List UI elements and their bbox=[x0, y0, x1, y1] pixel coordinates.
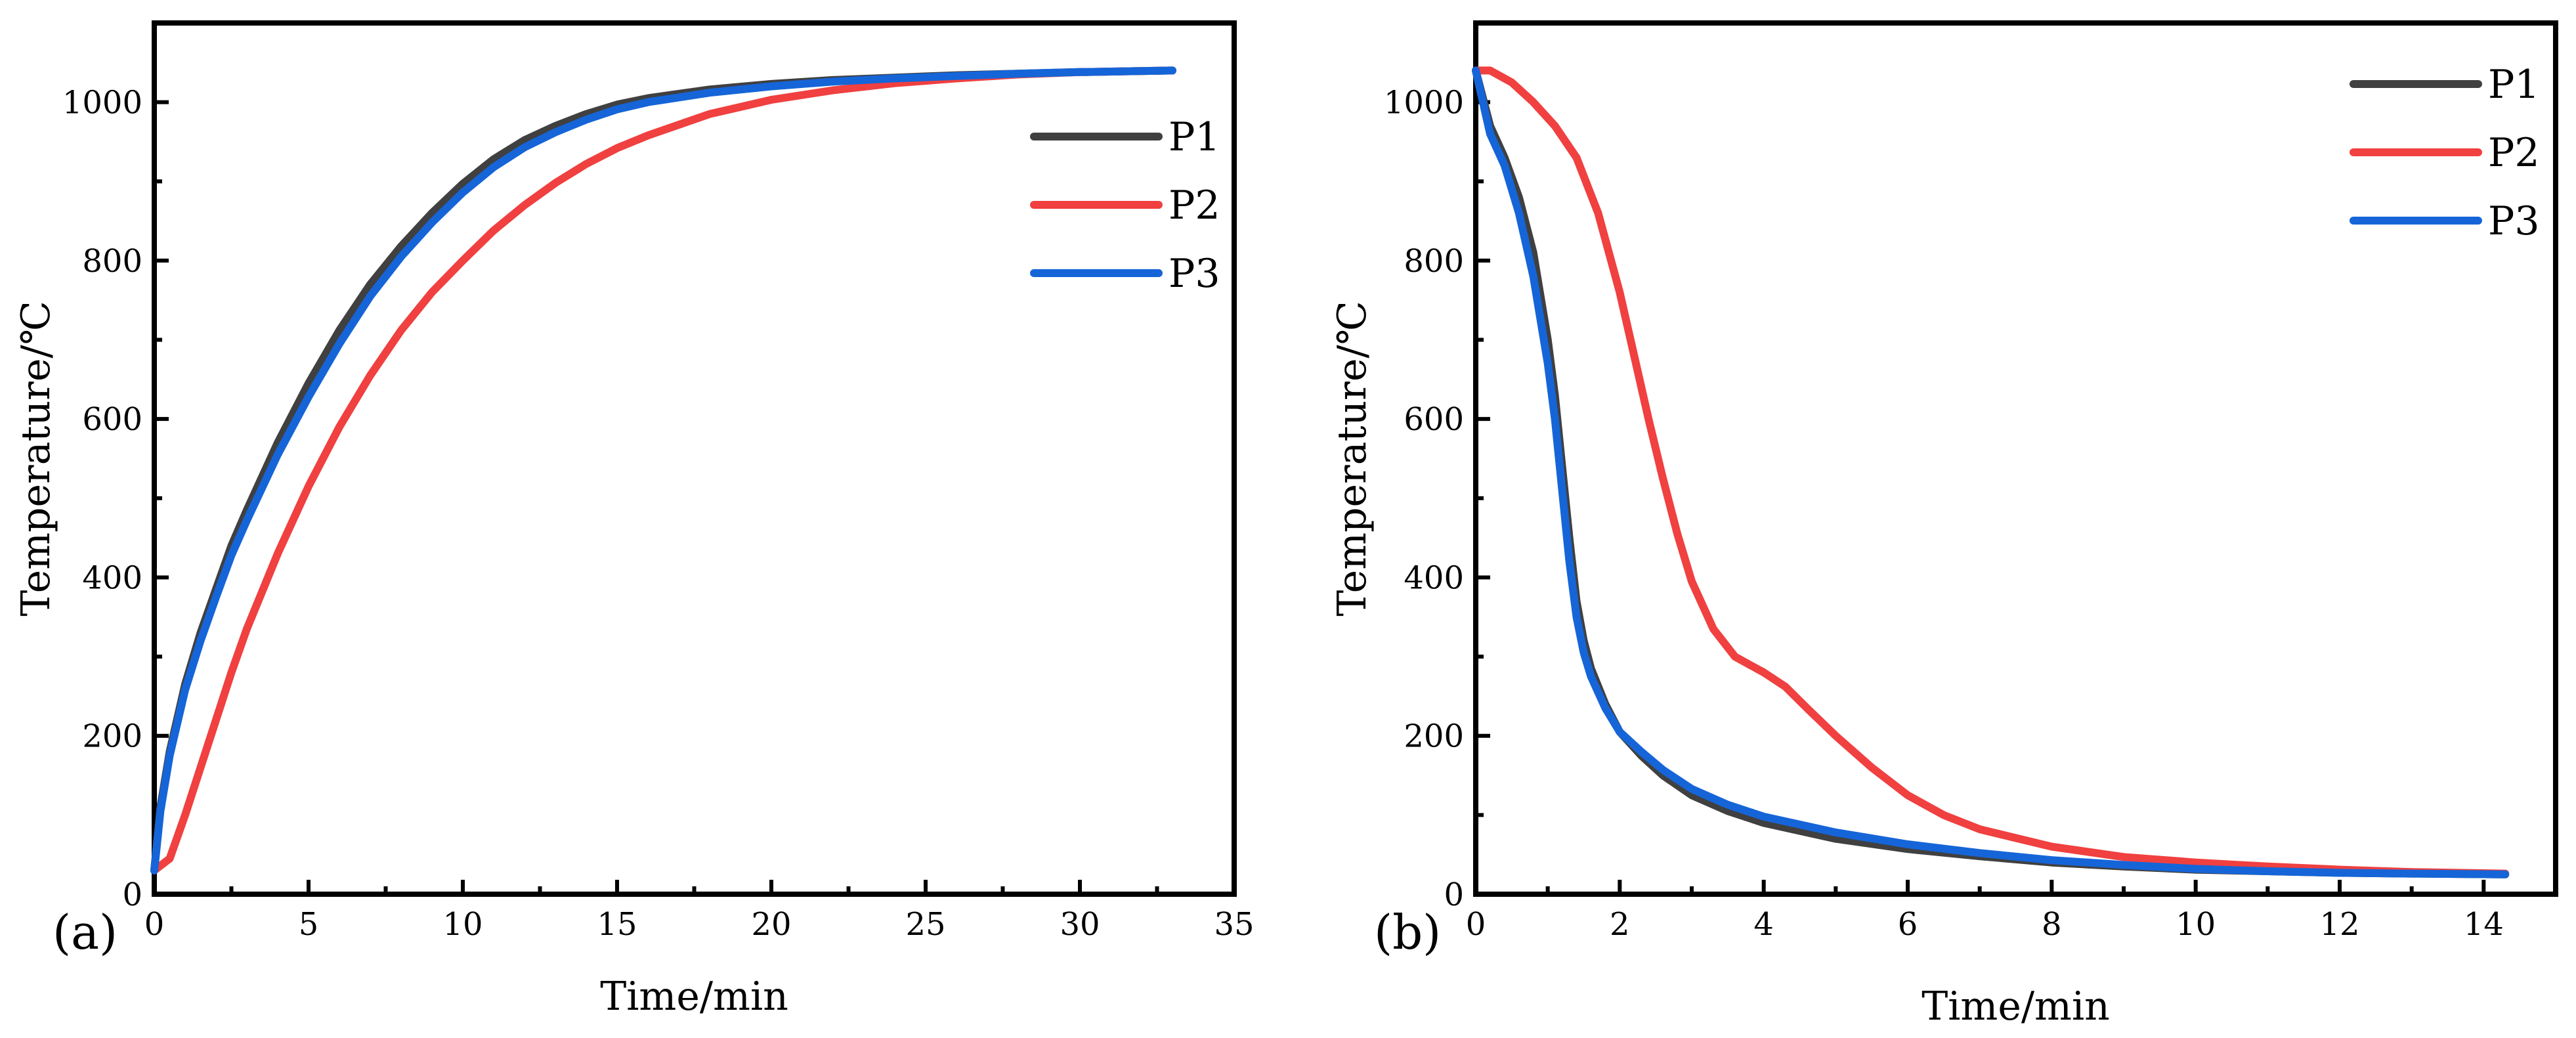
panel-a-x-tick-label: 10 bbox=[442, 906, 483, 943]
panel-a-x-tick-label: 20 bbox=[751, 906, 791, 943]
panel-b-x-tick-label: 12 bbox=[2319, 906, 2359, 943]
panel-b-y-tick-label: 800 bbox=[1404, 243, 1464, 280]
panel-b-series-p3 bbox=[1472, 66, 2510, 878]
panel-a-x-tick-label: 15 bbox=[597, 906, 637, 943]
panel-b-y-axis-title: Temperature/℃ bbox=[1329, 301, 1375, 616]
panel-a-legend-label-p2: P2 bbox=[1169, 183, 1220, 228]
panel-a-y-tick-label: 600 bbox=[82, 401, 142, 438]
panel-b-y-tick-label: 1000 bbox=[1384, 85, 1464, 121]
panel-b-legend-label-p3: P3 bbox=[2488, 198, 2540, 244]
panel-a-plot-frame bbox=[152, 20, 1237, 897]
panel-b-legend-label-p1: P1 bbox=[2488, 62, 2540, 108]
panel-b-x-tick-label: 10 bbox=[2176, 906, 2216, 943]
panel-b-y-tick-label: 200 bbox=[1404, 718, 1464, 755]
panel-a-y-tick-label: 1000 bbox=[62, 85, 142, 121]
panel-a-x-axis-title: Time/min bbox=[600, 974, 788, 1020]
panel-b-x-tick-label: 6 bbox=[1898, 906, 1918, 943]
panel-a-series-p1 bbox=[150, 66, 1176, 875]
panel-b-series-p1 bbox=[1472, 66, 2510, 878]
panel-b-x-tick-label: 4 bbox=[1753, 906, 1774, 943]
panel-b-x-tick-label: 2 bbox=[1610, 906, 1630, 943]
panel-a-label: (a) bbox=[53, 905, 118, 960]
panel-a-y-tick-label: 200 bbox=[82, 718, 142, 755]
panel-b-y-tick-label: 400 bbox=[1404, 559, 1464, 596]
panel-a-x-tick-label: 25 bbox=[905, 906, 945, 943]
panel-b-y-tick-label: 600 bbox=[1404, 401, 1464, 438]
panel-a-y-tick-label: 0 bbox=[122, 876, 142, 913]
panel-b-x-axis-title: Time/min bbox=[1921, 984, 2110, 1029]
panel-a-series-p2 bbox=[150, 66, 1176, 875]
panel-a-y-tick-label: 400 bbox=[82, 559, 142, 596]
panel-a-legend-label-p1: P1 bbox=[1169, 114, 1220, 160]
panel-a-y-axis-title: Temperature/℃ bbox=[13, 301, 59, 616]
panel-b-label: (b) bbox=[1374, 905, 1441, 960]
panel-b-series-p2 bbox=[1472, 66, 2510, 878]
panel-b-x-tick-label: 8 bbox=[2042, 906, 2062, 943]
panel-b-x-tick-label: 14 bbox=[2464, 906, 2504, 943]
panel-a-x-tick-label: 30 bbox=[1060, 906, 1100, 943]
panel-a-x-tick-label: 35 bbox=[1214, 906, 1254, 943]
panel-a-legend-label-p3: P3 bbox=[1169, 251, 1220, 297]
panel-b-legend-label-p2: P2 bbox=[2488, 130, 2540, 176]
panel-a-x-tick-label: 0 bbox=[144, 906, 165, 943]
panel-a-x-tick-label: 5 bbox=[299, 906, 319, 943]
panel-b-chart: 0 2 4 6 8 10 12 14 0 200 400 600 800 1000 Time/min Temp… bbox=[1329, 20, 2558, 1029]
panel-b-plot-frame bbox=[1473, 20, 2558, 897]
panel-a-y-tick-label: 800 bbox=[82, 243, 142, 280]
panel-b-x-tick-label: 0 bbox=[1466, 906, 1486, 943]
panel-a-chart: 0 5 10 15 20 25 30 35 0 200 400 600 800 1000 Time/min T… bbox=[13, 20, 1255, 1020]
panel-a-series-p3 bbox=[150, 66, 1176, 875]
panel-b-y-tick-label: 0 bbox=[1444, 876, 1464, 913]
